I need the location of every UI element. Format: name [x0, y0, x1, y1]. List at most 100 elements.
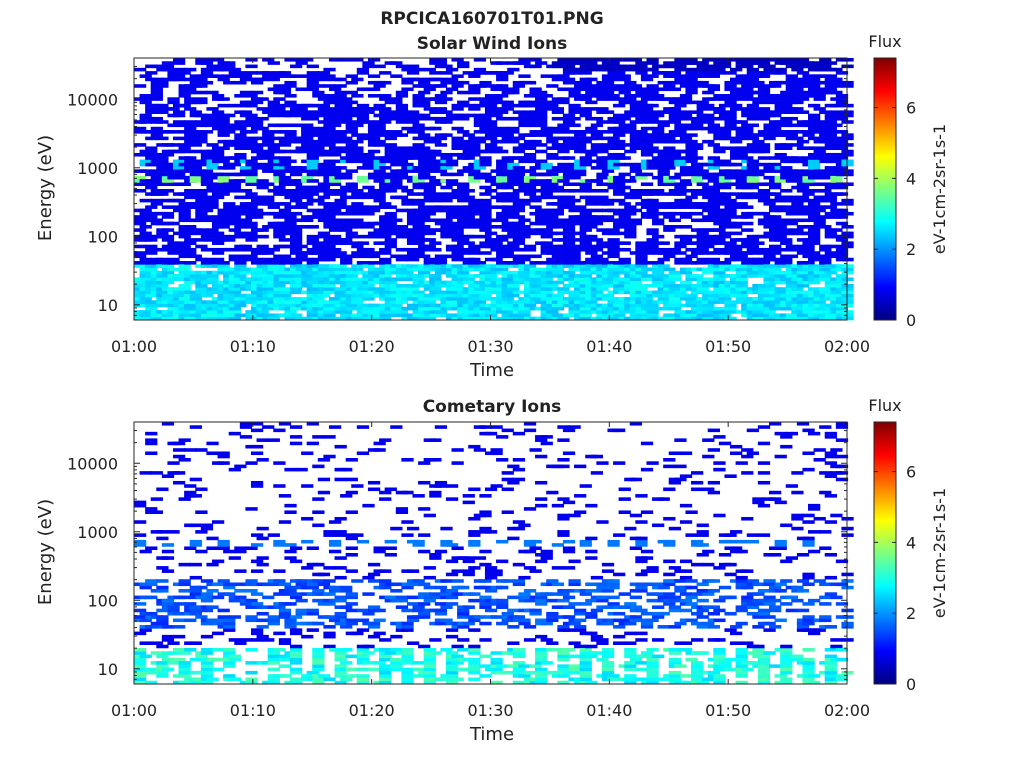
heatmap-cell — [451, 277, 464, 281]
heatmap-cell — [340, 110, 353, 114]
heatmap-cell — [367, 251, 381, 255]
heatmap-cell — [640, 97, 654, 101]
heatmap-cell — [691, 126, 704, 131]
heatmap-cell — [273, 103, 286, 108]
heatmap-cell — [529, 87, 542, 92]
heatmap-cell — [184, 123, 197, 128]
heatmap-cell — [262, 195, 275, 200]
heatmap-cell — [351, 149, 364, 154]
heatmap-cell — [523, 113, 537, 118]
heatmap-cell — [429, 97, 442, 101]
heatmap-cell — [429, 126, 442, 131]
heatmap-cell — [323, 67, 336, 72]
heatmap-cell — [646, 283, 659, 288]
heatmap-cell — [412, 126, 425, 131]
heatmap-cell — [395, 274, 409, 278]
heatmap-cell — [434, 270, 448, 275]
heatmap-cell — [496, 139, 509, 144]
heatmap-cell — [150, 97, 163, 101]
heatmap-cell — [791, 87, 804, 92]
heatmap-cell — [328, 297, 342, 301]
heatmap-cell — [340, 195, 353, 200]
heatmap-cell — [796, 80, 810, 85]
heatmap-cell — [518, 159, 531, 164]
heatmap-cell — [479, 84, 492, 88]
heatmap-cell — [757, 90, 771, 95]
heatmap-cell — [518, 61, 531, 65]
heatmap-cell — [674, 162, 687, 167]
heatmap-cell — [178, 234, 191, 239]
heatmap-cell — [579, 228, 592, 232]
heatmap-cell — [718, 195, 732, 200]
heatmap-cell — [328, 149, 342, 154]
heatmap-cell — [646, 215, 659, 219]
heatmap-cell — [323, 290, 336, 295]
heatmap-cell — [507, 182, 520, 187]
heatmap-cell — [440, 64, 453, 69]
heatmap-cell — [284, 80, 297, 85]
heatmap-cell — [741, 130, 754, 134]
heatmap-cell — [663, 251, 676, 255]
heatmap-cell — [317, 182, 331, 187]
heatmap-cell — [730, 162, 743, 167]
heatmap-cell — [473, 218, 487, 223]
heatmap-cell — [401, 270, 414, 275]
heatmap-cell — [746, 244, 759, 249]
heatmap-cell — [579, 238, 592, 242]
heatmap-cell — [568, 123, 581, 128]
heatmap-cell — [679, 270, 693, 275]
heatmap-cell — [568, 87, 581, 92]
heatmap-cell — [585, 130, 598, 134]
heatmap-cell — [172, 61, 186, 65]
heatmap-cell — [523, 94, 537, 98]
heatmap-cell — [156, 231, 169, 236]
heatmap-cell — [345, 169, 358, 173]
heatmap-cell — [323, 74, 336, 78]
heatmap-cell — [574, 277, 587, 281]
heatmap-cell — [652, 277, 665, 281]
heatmap-cell — [161, 189, 175, 193]
heatmap-cell — [696, 74, 709, 78]
heatmap-cell — [735, 136, 748, 141]
heatmap-cell — [150, 175, 163, 180]
heatmap-cell — [518, 257, 531, 262]
heatmap-cell — [256, 228, 269, 232]
heatmap-cell — [156, 257, 169, 262]
heatmap-cell — [601, 202, 615, 206]
heatmap-cell — [518, 270, 531, 275]
heatmap-cell — [390, 97, 403, 101]
heatmap-cell — [457, 251, 470, 255]
heatmap-cell — [167, 143, 180, 147]
heatmap-cell — [808, 166, 821, 170]
heatmap-cell — [808, 84, 821, 88]
heatmap-cell — [501, 71, 514, 75]
heatmap-cell — [245, 202, 258, 206]
heatmap-cell — [217, 192, 230, 196]
heatmap-cell — [340, 241, 353, 245]
heatmap-cell — [284, 257, 297, 262]
heatmap-cell — [752, 100, 765, 105]
heatmap-cell — [145, 179, 158, 183]
heatmap-cell — [289, 218, 303, 223]
heatmap-cell — [696, 287, 709, 291]
heatmap-cell — [462, 71, 475, 75]
heatmap-cell — [195, 84, 208, 88]
heatmap-cell — [256, 77, 269, 82]
heatmap-cell — [685, 247, 698, 252]
heatmap-cell — [785, 133, 798, 137]
heatmap-cell — [328, 113, 342, 118]
heatmap-cell — [195, 277, 208, 281]
heatmap-cell — [819, 277, 832, 281]
heatmap-cell — [295, 244, 308, 249]
heatmap-cell — [668, 247, 681, 252]
heatmap-cell — [557, 179, 570, 183]
heatmap-cell — [457, 182, 470, 187]
heatmap-cell — [245, 94, 258, 98]
heatmap-cell — [312, 283, 325, 288]
heatmap-cell — [134, 84, 147, 88]
heatmap-cell — [161, 64, 175, 69]
heatmap-cell — [663, 84, 676, 88]
heatmap-cell — [334, 77, 347, 82]
heatmap-cell — [156, 80, 169, 85]
heatmap-cell — [635, 100, 648, 105]
